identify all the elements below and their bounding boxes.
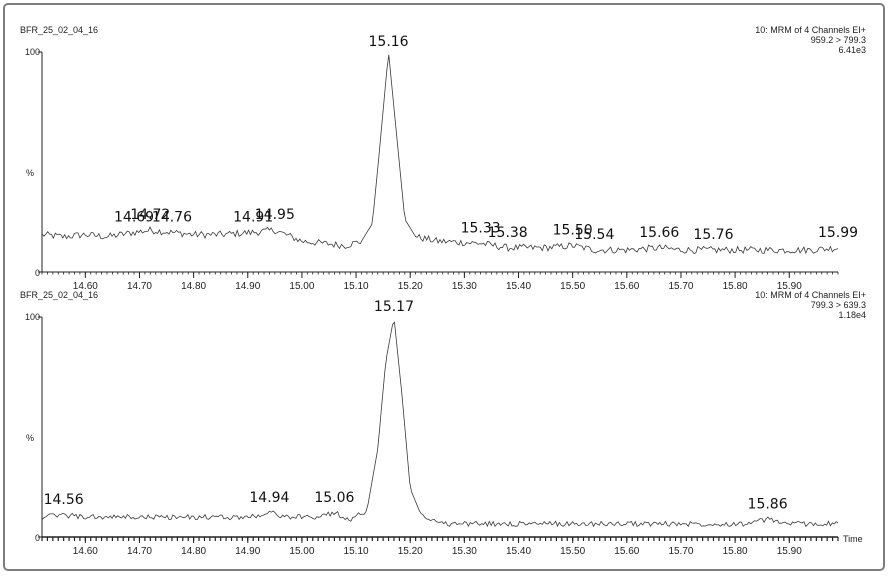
panel1-peak-label: 15.66 [639,225,679,241]
panel2-info-line-3: 1.18e4 [838,310,866,320]
panel1-info-line-1: 10: MRM of 4 Channels EI+ [755,25,866,35]
panel1-x-tick-label: 15.60 [614,281,639,292]
panel1-x-tick-label: 15.10 [344,281,369,292]
panel2-peak-label: 14.56 [44,492,84,508]
panel1-peak-label: 15.76 [693,227,733,243]
figure-frame [3,3,885,571]
panel1-x-tick-label: 14.90 [235,281,260,292]
panel1-peak-label: 15.54 [574,227,614,243]
panel1-plot: 14.60 14.70 14.80 14.90 15.00 15.10 15.20 15.30… [38,34,858,292]
panel2-trace-line [41,321,839,528]
panel2-peak-label: 15.06 [314,490,354,506]
panel2-sample-label: BFR_25_02_04_16 [20,290,98,300]
panel2-x-tick-label: 15.40 [506,546,531,557]
panel1-x-tick-label: 14.80 [181,281,206,292]
panel2-x-tick-label: 15.20 [398,546,423,557]
panel2-x-tick-label: 14.80 [181,546,206,557]
panel2-y-tick-100: 100 [25,312,40,322]
panel2-x-tick-label: 15.10 [344,546,369,557]
panel2-y-tick-0: 0 [35,533,40,543]
panel2-x-tick-label: 15.70 [668,546,693,557]
panel2-peak-label: 15.86 [748,496,788,512]
panel1-peak-label: 14.69 [114,209,154,225]
panel1-sample-label: BFR_25_02_04_16 [20,25,98,35]
panel2-x-tick-label: 15.60 [614,546,639,557]
panel1-x-tick-label: 15.70 [668,281,693,292]
panel1-x-tick-label: 15.90 [777,281,802,292]
panel2-x-tick-label: 15.90 [777,546,802,557]
panel2-x-tick-label: 15.00 [289,546,314,557]
panel1-x-tick-label: 15.50 [560,281,585,292]
panel1-x-tick-label: 15.00 [289,281,314,292]
panel1-peak-label: 14.76 [152,209,192,225]
panel2-info-line-2: 799.3 > 639.3 [811,300,866,310]
panel1-peak-label: 14.95 [255,207,295,223]
panel2-x-tick-label: 14.90 [235,546,260,557]
panel2-peak-label: 14.94 [249,490,289,506]
panel1-info-line-3: 6.41e3 [838,45,866,55]
panel1-peak-label: 14.91 [233,209,273,225]
panel1-y-axis-label: % [26,168,34,178]
panel1-peak-label: 15.38 [488,225,528,241]
panel1-peak-label: 15.16 [369,34,409,50]
panel1-x-tick-label: 15.20 [398,281,423,292]
panel1-x-tick-label: 14.70 [127,281,152,292]
panel2-x-tick-label: 15.80 [723,546,748,557]
panel2-x-axis-label: Time [843,534,863,544]
panel1-x-tick-label: 15.80 [723,281,748,292]
panel2-y-axis-label: % [26,433,34,443]
panel1-x-tick-label: 15.40 [506,281,531,292]
panel2-x-tick-label: 15.30 [452,546,477,557]
panel2-x-tick-label: 14.60 [73,546,98,557]
panel1-info-line-2: 959.2 > 799.3 [811,35,866,45]
panel1-peak-label: 14.72 [130,207,170,223]
panel1-x-tick-label: 15.30 [452,281,477,292]
panel2-peak-label: 15.17 [374,299,414,315]
panel1-peak-label: 15.33 [461,220,501,236]
panel1-peak-label: 15.99 [818,225,858,241]
panel2-x-tick-label: 15.50 [560,546,585,557]
panel2-x-tick-label: 14.70 [127,546,152,557]
panel1-x-tick-label: 14.60 [73,281,98,292]
panel1-trace-line [41,54,839,255]
panel2-info-line-1: 10: MRM of 4 Channels EI+ [755,290,866,300]
panel1-peak-label: 15.50 [553,223,593,239]
panel2-plot: 14.60 14.70 14.80 14.90 15.00 15.10 15.20 15.30… [38,299,839,557]
panel1-y-tick-0: 0 [35,268,40,278]
panel1-y-tick-100: 100 [25,47,40,57]
